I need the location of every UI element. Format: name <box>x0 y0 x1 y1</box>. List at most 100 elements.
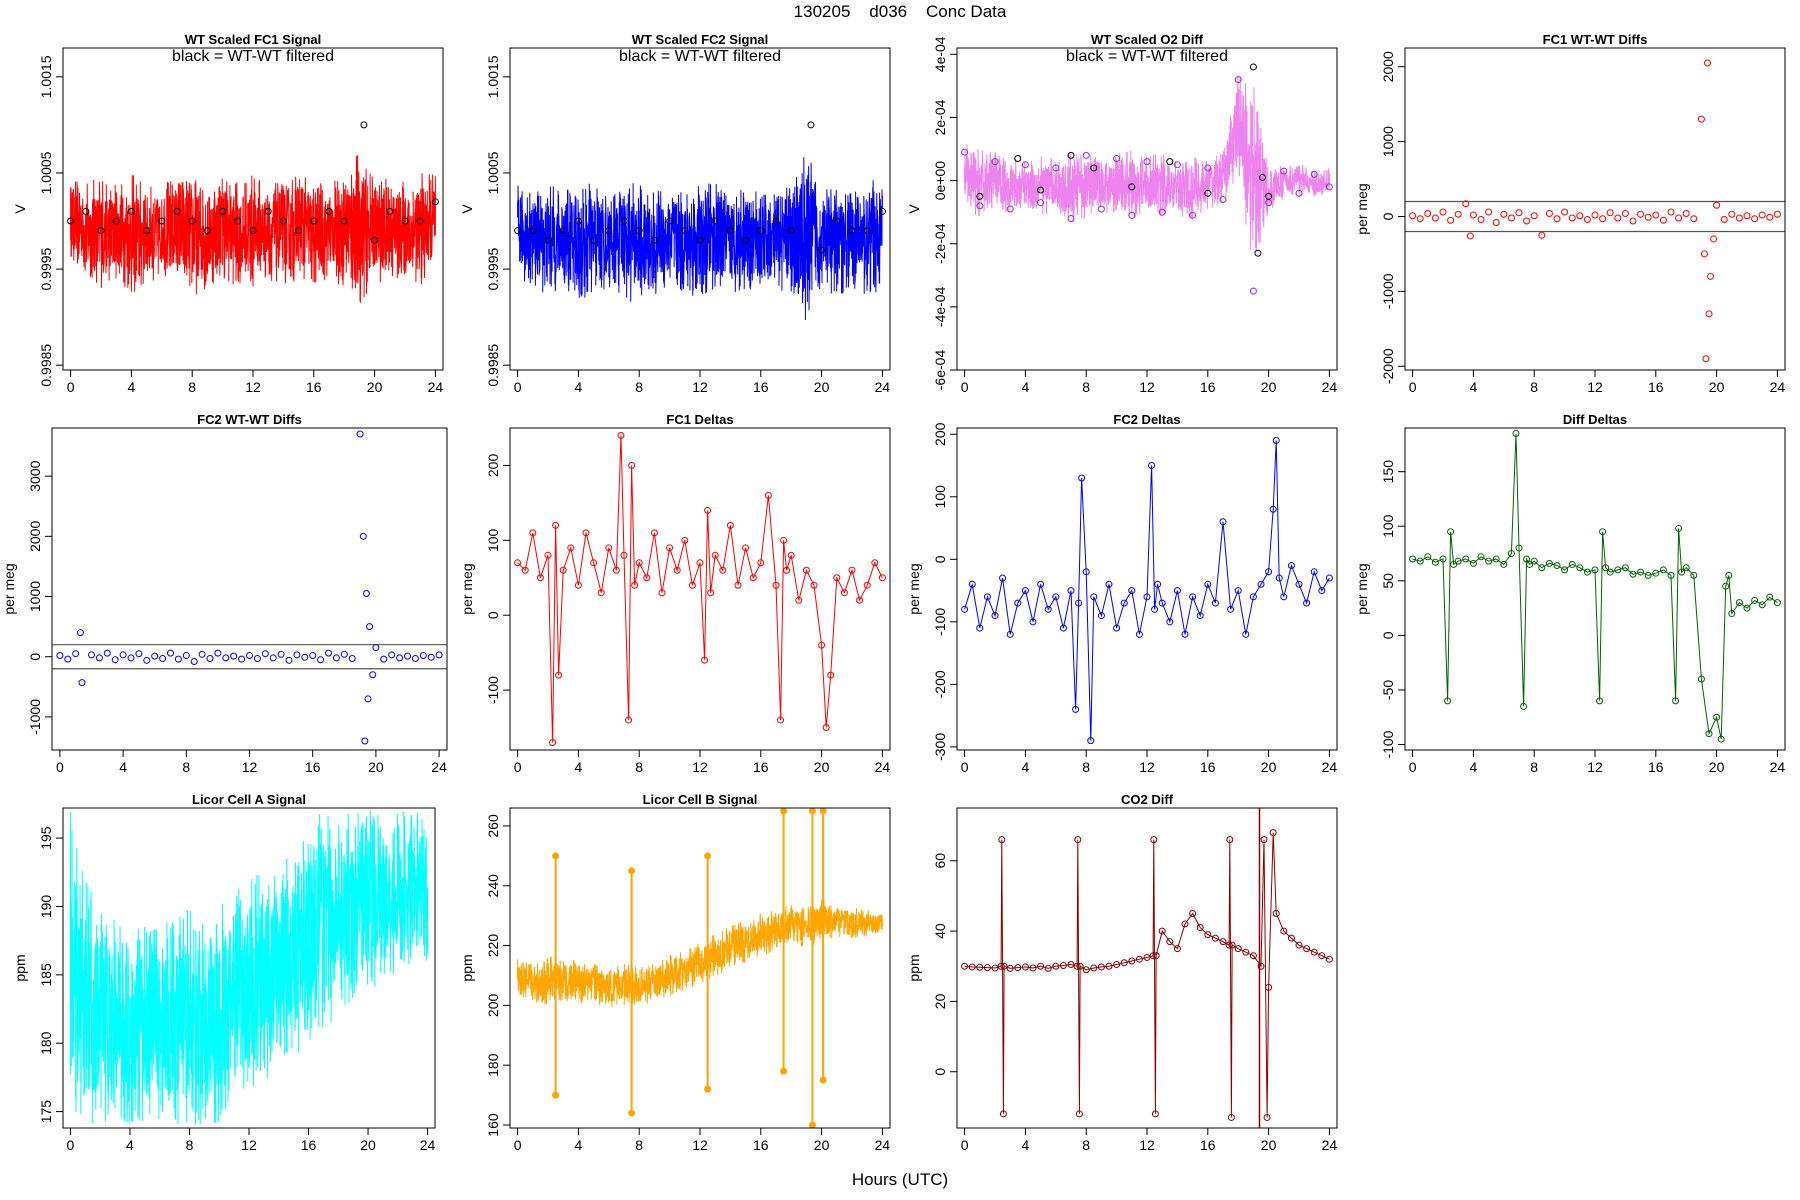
data-point <box>1477 553 1485 561</box>
data-point <box>749 574 757 582</box>
y-tick-label: 0 <box>1380 212 1396 220</box>
data-point <box>1621 564 1629 572</box>
data-point <box>1067 587 1075 595</box>
plot-frame <box>509 427 891 751</box>
data-point <box>372 644 380 652</box>
data-point <box>529 227 537 235</box>
data-point <box>514 559 522 567</box>
data-point <box>1318 952 1326 960</box>
data-point <box>696 559 704 567</box>
data-point <box>1150 836 1158 844</box>
data-point <box>1310 170 1318 178</box>
data-point <box>757 227 765 235</box>
data-point <box>795 596 803 604</box>
x-tick-label: 12 <box>1139 759 1155 775</box>
data-point <box>1310 568 1318 576</box>
x-tick-label: 8 <box>1530 759 1538 775</box>
data-point <box>1037 580 1045 588</box>
y-tick-label: 50 <box>1380 573 1396 589</box>
data-point <box>1196 924 1204 932</box>
data-point <box>1743 212 1751 220</box>
spike-end <box>552 852 560 860</box>
data-point <box>111 656 119 664</box>
data-point <box>1416 557 1424 565</box>
data-point <box>1751 596 1759 604</box>
data-point <box>961 605 969 613</box>
data-point <box>1303 599 1311 607</box>
y-tick-label: -2000 <box>1380 348 1396 384</box>
data-point <box>1148 462 1156 470</box>
data-point <box>67 217 75 225</box>
data-point <box>1260 836 1268 844</box>
y-tick-label: -1000 <box>1380 273 1396 309</box>
data-point <box>983 964 991 972</box>
x-tick-label: 0 <box>67 1137 75 1153</box>
data-point <box>1074 836 1082 844</box>
data-point <box>1602 564 1610 572</box>
data-point <box>246 652 253 660</box>
data-point <box>878 574 886 582</box>
data-point <box>1492 218 1500 226</box>
series-0-trace <box>517 157 883 321</box>
data-point <box>617 431 625 439</box>
data-point <box>1006 205 1014 213</box>
data-point <box>827 671 835 679</box>
data-point <box>174 655 182 663</box>
x-tick-label: 12 <box>1587 379 1603 395</box>
data-point <box>198 650 206 658</box>
data-point <box>1234 945 1242 953</box>
data-point <box>1044 605 1052 613</box>
data-point <box>103 649 111 657</box>
data-point <box>119 651 127 659</box>
data-point <box>269 654 277 662</box>
data-point <box>1029 964 1037 972</box>
data-point <box>1710 235 1718 243</box>
x-tick-label: 24 <box>1770 759 1786 775</box>
x-tick-label: 20 <box>1261 379 1277 395</box>
spike-end <box>819 1076 827 1084</box>
x-tick-label: 24 <box>875 379 891 395</box>
data-point <box>1675 214 1683 222</box>
y-tick-label: -2e-04 <box>932 223 948 264</box>
data-point <box>173 207 181 215</box>
data-point <box>1512 429 1520 437</box>
x-tick-label: 0 <box>1409 759 1417 775</box>
x-tick-label: 12 <box>245 379 261 395</box>
plot-area <box>1409 429 1781 743</box>
data-point <box>1249 287 1257 295</box>
x-tick-label: 4 <box>1022 379 1030 395</box>
x-tick-label: 0 <box>961 379 969 395</box>
data-point <box>968 963 976 971</box>
y-tick-label: 260 <box>485 814 501 838</box>
y-tick-label: 1.0015 <box>38 55 54 98</box>
data-point <box>777 716 785 724</box>
data-point <box>1076 962 1084 970</box>
plot-area <box>961 437 1333 745</box>
data-point <box>998 836 1006 844</box>
y-tick-label: 2000 <box>1380 51 1396 82</box>
data-point <box>1067 151 1075 159</box>
data-point <box>214 649 222 657</box>
y-tick-label: -200 <box>932 670 948 698</box>
chart-fc1_deltas: 0 4 8 12 16 20 24 -100 0 100 200 per meg FC1 Deltas <box>459 412 891 775</box>
data-point <box>380 655 388 663</box>
data-point <box>1166 938 1174 946</box>
plot-area <box>514 121 886 321</box>
data-point <box>1067 214 1075 222</box>
plot-frame <box>1404 47 1786 371</box>
y-tick-label: -100 <box>932 608 948 636</box>
x-tick-label: 8 <box>635 379 643 395</box>
data-point <box>1728 210 1736 218</box>
x-tick-label: 24 <box>428 379 444 395</box>
data-point <box>1113 960 1121 968</box>
data-point <box>681 536 689 544</box>
data-point <box>1090 164 1098 172</box>
y-tick-label: 0 <box>932 555 948 563</box>
chart-fc2_deltas: 0 4 8 12 16 20 24 -300 -200 -100 0 100 200 per meg FC2… <box>906 412 1338 775</box>
data-point <box>1629 217 1637 225</box>
data-point <box>1225 941 1233 949</box>
x-tick-label: 12 <box>1139 1137 1155 1153</box>
data-point <box>1234 587 1242 595</box>
y-tick-label: 100 <box>1380 514 1396 538</box>
